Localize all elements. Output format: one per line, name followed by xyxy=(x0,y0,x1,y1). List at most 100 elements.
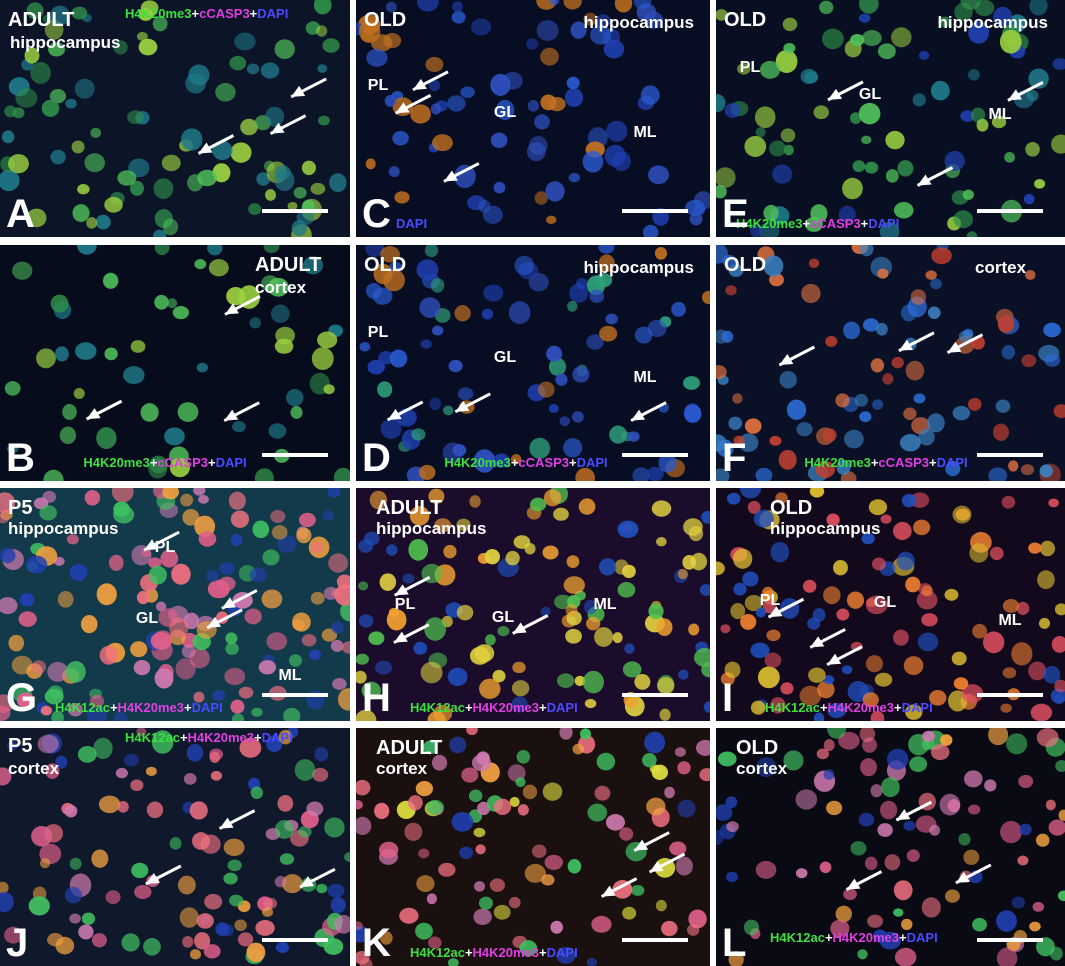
cells xyxy=(359,245,710,481)
arrowhead xyxy=(224,303,239,315)
cell xyxy=(545,181,565,202)
cell xyxy=(127,110,144,125)
cell xyxy=(415,781,434,797)
layer-label: GL xyxy=(874,594,896,611)
cell xyxy=(891,356,904,369)
arrowhead xyxy=(947,341,962,353)
cell xyxy=(265,106,285,127)
cell xyxy=(622,906,637,920)
cell xyxy=(1051,134,1065,154)
cell xyxy=(614,0,633,13)
cell xyxy=(780,682,794,695)
cell xyxy=(164,427,185,446)
cell xyxy=(633,0,652,10)
panel-letter: J xyxy=(6,921,28,965)
cells xyxy=(356,728,710,966)
cell xyxy=(186,743,204,762)
cell xyxy=(864,161,879,174)
cell xyxy=(313,0,332,15)
cell xyxy=(365,245,385,258)
cell xyxy=(138,38,158,56)
stain-part: + xyxy=(894,700,902,715)
cell xyxy=(566,555,580,569)
cell xyxy=(474,644,495,663)
cell xyxy=(732,548,753,569)
cell xyxy=(896,551,915,571)
layer-label: PL xyxy=(368,324,389,341)
cell xyxy=(944,889,960,903)
cell xyxy=(984,779,997,792)
cells xyxy=(716,0,1065,237)
cell xyxy=(783,144,794,156)
arrowhead xyxy=(412,78,427,90)
cell xyxy=(927,413,945,433)
stain-part: + xyxy=(539,945,547,960)
cell xyxy=(407,795,423,811)
cell xyxy=(62,403,77,420)
cell xyxy=(867,914,884,928)
cell xyxy=(858,102,881,125)
cell xyxy=(359,342,371,352)
cell xyxy=(724,661,741,679)
scale-bar xyxy=(622,938,688,942)
cell xyxy=(540,606,551,617)
cell xyxy=(238,686,254,699)
cell xyxy=(121,933,140,952)
cell xyxy=(960,110,975,122)
cell xyxy=(640,85,660,105)
cell xyxy=(544,854,563,870)
cell xyxy=(377,381,393,398)
cell xyxy=(429,397,442,411)
arrowhead xyxy=(299,876,314,888)
cell xyxy=(188,64,210,86)
cell xyxy=(263,897,278,909)
cell xyxy=(677,568,689,580)
cell xyxy=(330,639,344,652)
panel-title: OLD xyxy=(364,9,406,31)
cell xyxy=(418,464,436,480)
cell xyxy=(590,25,612,45)
cell xyxy=(356,779,371,796)
cell xyxy=(860,758,877,777)
cell xyxy=(951,651,967,666)
cell xyxy=(86,706,108,721)
cell xyxy=(655,899,667,912)
cell xyxy=(1043,322,1061,338)
cell xyxy=(15,88,38,108)
cell xyxy=(68,703,83,717)
cell xyxy=(95,214,111,230)
cell xyxy=(683,518,703,536)
stain-part: H4K20me3 xyxy=(804,455,871,470)
cell xyxy=(183,773,197,785)
cell xyxy=(208,259,229,277)
cell xyxy=(594,785,611,801)
cell xyxy=(344,852,350,862)
cell xyxy=(813,712,825,721)
arrowhead xyxy=(898,339,913,351)
cell xyxy=(468,789,483,803)
cell xyxy=(816,748,829,760)
cell xyxy=(1048,819,1065,836)
cell xyxy=(783,42,796,54)
cell xyxy=(447,667,468,687)
cell xyxy=(50,5,70,26)
stain-part: + xyxy=(820,700,828,715)
cell xyxy=(604,144,626,167)
cell xyxy=(893,521,912,541)
cell xyxy=(529,497,547,512)
cell xyxy=(12,107,25,119)
cell xyxy=(384,94,396,107)
cell xyxy=(570,21,587,39)
cell xyxy=(740,488,762,499)
cell xyxy=(529,437,551,459)
cell xyxy=(661,920,678,937)
cell xyxy=(1011,642,1033,666)
cell xyxy=(90,127,102,138)
cell xyxy=(627,431,640,442)
cell xyxy=(419,297,441,318)
cell xyxy=(26,208,47,228)
cell xyxy=(769,435,782,446)
panel-letter: A xyxy=(6,192,35,236)
cell xyxy=(716,804,733,821)
stain-part: + xyxy=(465,945,473,960)
